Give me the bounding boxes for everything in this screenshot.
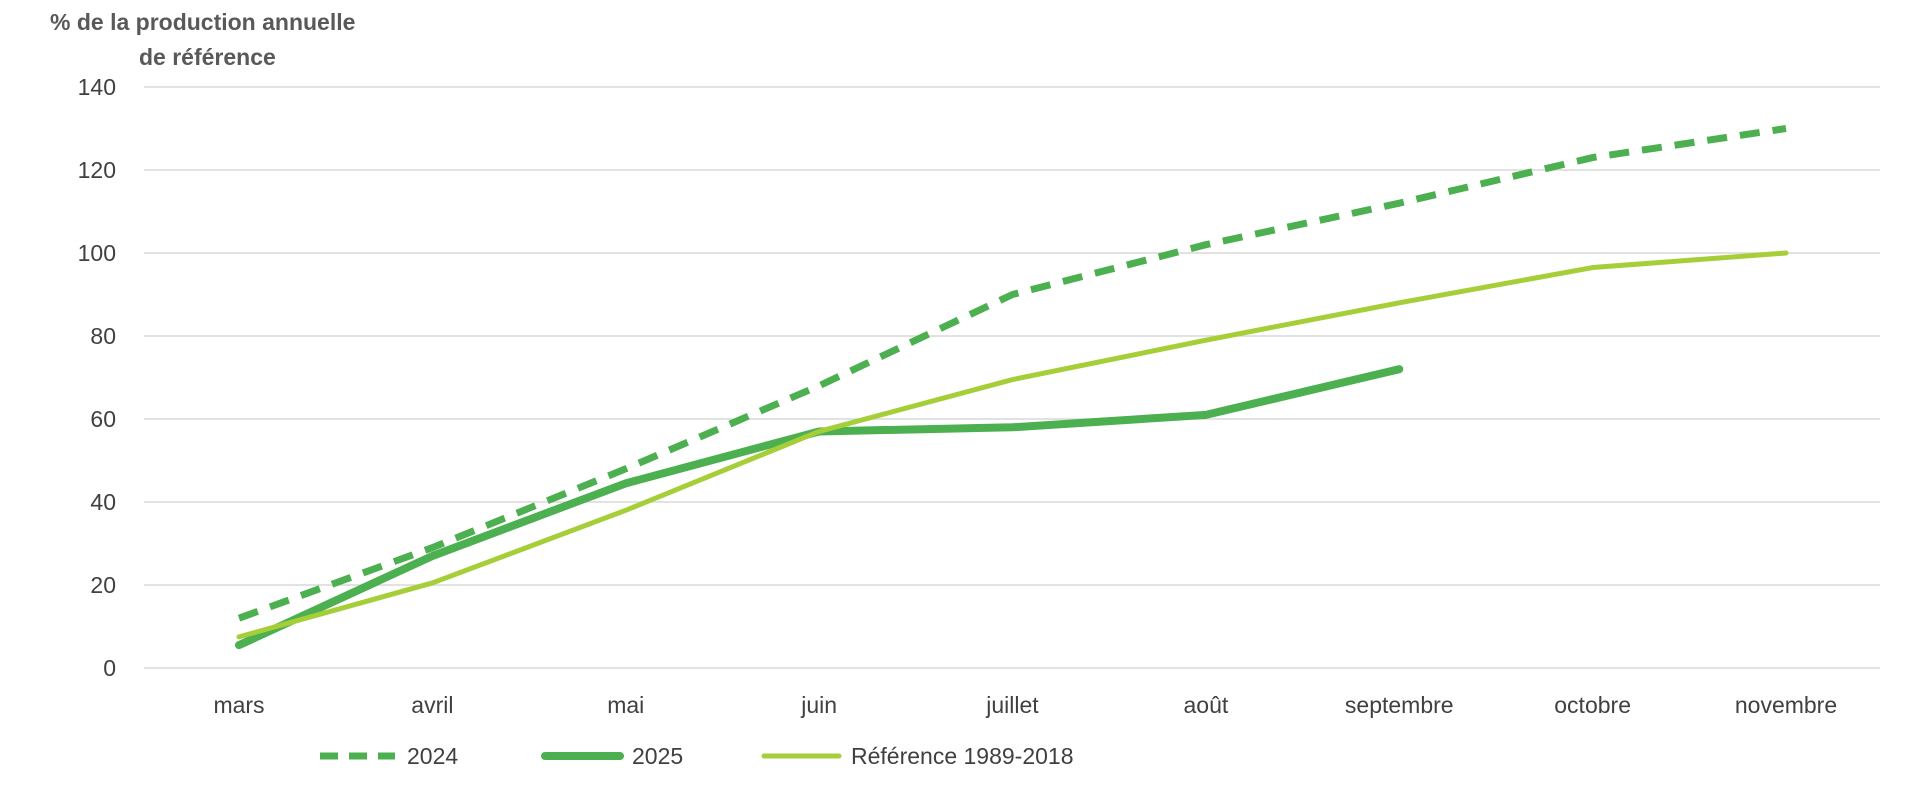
series-lines (235, 125, 1789, 650)
y-axis-title-line-2: de référence (139, 44, 276, 70)
x-tick-label: juillet (985, 692, 1039, 718)
legend-label-2: Référence 1989-2018 (851, 743, 1074, 769)
y-axis-title-line-1: % de la production annuelle (50, 9, 355, 35)
y-tick-label: 40 (90, 489, 116, 515)
legend-label-0: 2024 (407, 743, 458, 769)
y-tick-label: 100 (78, 240, 116, 266)
series-line-2 (236, 250, 1789, 640)
x-tick-label: octobre (1554, 692, 1631, 718)
x-tick-label: novembre (1735, 692, 1837, 718)
x-tick-label: août (1183, 692, 1228, 718)
x-tick-label: juin (800, 692, 837, 718)
legend-label-1: 2025 (632, 743, 683, 769)
x-tick-label: avril (411, 692, 453, 718)
x-tick-label: septembre (1345, 692, 1454, 718)
x-tick-label: mai (607, 692, 644, 718)
series-line-1 (235, 365, 1404, 650)
y-tick-label: 60 (90, 406, 116, 432)
y-tick-label: 20 (90, 572, 116, 598)
y-axis-title: % de la production annuelle de référence (50, 9, 355, 70)
y-tick-label: 80 (90, 323, 116, 349)
y-axis-ticks: 0 20 40 60 80 100 120 140 (78, 74, 116, 681)
series-line-0 (237, 125, 1787, 622)
x-axis-ticks: mars avril mai juin juillet août septembre octo… (213, 692, 1837, 718)
legend: 2024 2025 Référence 1989-2018 (320, 743, 1074, 769)
y-tick-label: 0 (103, 655, 116, 681)
x-tick-label: mars (213, 692, 264, 718)
y-tick-label: 140 (78, 74, 116, 100)
y-tick-label: 120 (78, 157, 116, 183)
